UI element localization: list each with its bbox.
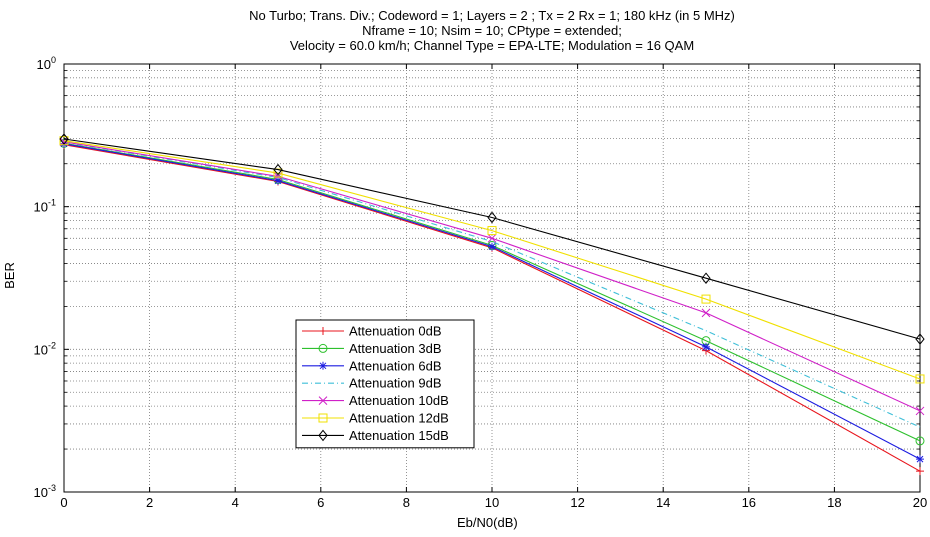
x-tick-label: 2 <box>146 495 153 510</box>
data-point <box>273 163 283 176</box>
legend-marker <box>318 413 328 423</box>
legend-label: Attenuation 3dB <box>349 341 442 356</box>
y-tick-label: 10-2 <box>34 340 56 357</box>
series-line <box>63 138 921 340</box>
series-line <box>63 140 921 380</box>
data-point <box>701 308 711 318</box>
data-point <box>487 233 497 243</box>
x-tick-label: 4 <box>232 495 239 510</box>
x-tick-label: 6 <box>317 495 324 510</box>
x-tick-label: 0 <box>60 495 67 510</box>
legend-marker <box>318 429 328 442</box>
data-point <box>702 342 710 351</box>
legend-label: Attenuation 0dB <box>349 324 442 339</box>
series-6 <box>59 133 925 345</box>
legend-marker <box>318 396 328 405</box>
x-tick-label: 10 <box>485 495 499 510</box>
data-point <box>274 176 282 185</box>
legend: Attenuation 0dB Attenuation 3dB Attenuatio… <box>295 319 475 449</box>
chart-title-line-2: Nframe = 10; Nsim = 10; CPtype = extende… <box>362 23 622 38</box>
chart-title-line-3: Velocity = 60.0 km/h; Channel Type = EPA… <box>289 38 695 53</box>
y-tick-label: 10-3 <box>34 483 56 500</box>
chart-title-line-1: No Turbo; Trans. Div.; Codeword = 1; Lay… <box>249 8 735 23</box>
legend-marker <box>319 361 327 370</box>
data-point <box>915 406 925 416</box>
x-tick-label: 8 <box>403 495 410 510</box>
legend-label: Attenuation 15dB <box>349 428 449 443</box>
data-point <box>487 211 497 224</box>
x-axis-label: Eb/N0(dB) <box>457 515 518 530</box>
data-point <box>916 467 924 476</box>
x-tick-label: 18 <box>827 495 841 510</box>
legend-marker <box>319 327 327 335</box>
legend-label: Attenuation 10dB <box>349 393 449 408</box>
x-tick-label: 14 <box>656 495 670 510</box>
legend-marker <box>318 343 328 353</box>
data-point <box>916 455 924 464</box>
y-tick-label: 10-1 <box>34 198 56 215</box>
series-3 <box>63 141 921 428</box>
data-point <box>701 294 711 304</box>
data-point <box>915 333 925 345</box>
legend-label: Attenuation 9dB <box>349 376 442 391</box>
data-point <box>915 374 925 384</box>
y-axis-label: BER <box>1 262 17 289</box>
x-tick-label: 16 <box>742 495 756 510</box>
legend-box <box>295 319 475 449</box>
grid <box>64 64 920 492</box>
x-tick-label: 12 <box>570 495 584 510</box>
legend-label: Attenuation 12dB <box>349 411 449 426</box>
x-tick-label: 20 <box>913 495 927 510</box>
data-point <box>59 133 69 145</box>
y-tick-label: 100 <box>37 55 56 72</box>
data-point <box>487 226 497 236</box>
data-point <box>701 272 711 285</box>
data-point <box>488 242 496 251</box>
series-line <box>63 141 921 428</box>
data-point <box>915 436 925 446</box>
legend-label: Attenuation 6dB <box>349 358 442 373</box>
